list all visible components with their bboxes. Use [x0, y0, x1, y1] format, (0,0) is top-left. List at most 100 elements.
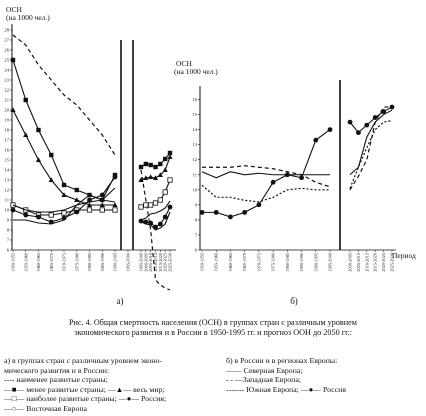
series-less-history-line [12, 59, 116, 201]
series-most-point [99, 207, 105, 213]
series-less-point [153, 164, 158, 170]
series-less-point [143, 161, 149, 167]
x-tick-label: 2020-2025 [163, 253, 168, 272]
legend-b-line-2: —— Северная Европа; [226, 365, 303, 375]
x-tick-label: 1985-1990 [299, 253, 304, 272]
x-tick-label: 1980-1985 [87, 253, 92, 272]
x-tick-label: 1955-1960 [214, 253, 219, 272]
series-world-point [152, 175, 159, 180]
x-tick-label: 1975-1980 [271, 253, 276, 272]
series-russia-point [23, 212, 29, 218]
y-tick-label: 14 [192, 127, 197, 132]
series-most-point [167, 177, 173, 183]
x-tick-label: 1955-1960 [23, 253, 28, 272]
x-tick-label: 1985-1990 [100, 253, 105, 272]
series-russia [199, 104, 395, 220]
series-most-point [86, 207, 93, 213]
panel-b-x-ticks: 1950-1955 1955-1960 1960-1965 1965-1970 1970… [200, 250, 395, 272]
legend-a-line-2: мического развития и в России: [4, 365, 110, 375]
legend-a-line-3: ---- наименее развитые страны; [4, 375, 108, 385]
y-tick-label: 19 [4, 118, 9, 123]
panel-b-ylabel-line1: ОСН [176, 59, 193, 68]
panel-b-series [199, 104, 395, 220]
series-east [12, 187, 171, 221]
y-tick-label: 17 [4, 138, 9, 143]
series-world-history-line [12, 109, 115, 206]
series-misc-forecast-line [140, 211, 171, 231]
y-tick-label: 6 [7, 248, 10, 253]
y-tick-label: 23 [4, 78, 9, 83]
y-tick-label: 13 [192, 142, 197, 147]
series-russia-point [389, 104, 395, 110]
series-less-point [158, 161, 163, 167]
series-world-point [112, 202, 118, 207]
legend-a-line-6: —○— Восточная Европа [4, 403, 87, 413]
x-tick-label: 1950-1955 [11, 253, 16, 272]
series-south [201, 119, 393, 203]
y-tick-label: 12 [192, 157, 197, 162]
y-tick-label: 12 [4, 188, 9, 193]
series-russia-point [199, 209, 205, 215]
panel-b-y-ticks: 6 7 8 9 10 11 12 13 14 15 16 [192, 97, 200, 253]
series-world-point [138, 177, 144, 182]
y-tick-label: 8 [7, 228, 10, 233]
series-less-point [23, 97, 28, 103]
panel-a-series [10, 34, 173, 291]
x-tick-label: 2005-2010 [356, 253, 361, 272]
series-most-point [157, 197, 163, 203]
y-tick-label: 7 [7, 238, 10, 243]
x-tick-label: 2015-2020 [373, 253, 378, 272]
y-tick-label: 18 [4, 128, 9, 133]
series-most-point [48, 212, 54, 218]
chart-panel-b: ОСН (на 1000 чел.) 6 7 8 9 10 11 12 13 14 15 16 19… [174, 59, 416, 306]
x-tick-label: 1975-1980 [74, 253, 79, 272]
series-russia-point [372, 115, 378, 120]
y-tick-label: 25 [4, 58, 9, 63]
series-less [10, 57, 173, 203]
panel-b-xaxis-label: Период [392, 251, 416, 260]
series-world-point [35, 157, 42, 162]
series-less-point [36, 127, 41, 133]
series-russia-point [112, 174, 118, 180]
series-world-point [162, 167, 168, 172]
series-north-forecast-line [349, 109, 393, 176]
legend-a-line-4: —■— менее развитые страны; —▲— весь мир; [4, 384, 165, 394]
x-tick-label: 2000-2005 [348, 253, 353, 272]
series-russia-point [242, 209, 248, 215]
x-tick-label: 1950-1955 [200, 253, 205, 272]
series-most-point [148, 202, 154, 208]
x-tick-label: 1995-2000 [328, 253, 333, 272]
series-russia-point [284, 172, 290, 178]
y-tick-label: 9 [195, 202, 198, 207]
chart-panel-a: ОСН (на 1000 чел.) 6 7 8 9 10 11 12 13 14 15 16 17 1… [4, 5, 176, 306]
series-less-point [162, 156, 168, 162]
panel-a-label: а) [117, 296, 124, 306]
series-most-point [61, 210, 67, 216]
series-russia-point [99, 192, 105, 198]
y-tick-label: 22 [4, 88, 9, 93]
y-tick-label: 7 [195, 232, 198, 237]
x-tick-label: 1990-1995 [313, 253, 318, 272]
legend-a-line-5: —□— наиболее развитые страны; —●— Россия… [4, 394, 167, 404]
series-less-point [10, 57, 16, 63]
series-misc-history-line [13, 194, 116, 225]
series-russia-point [381, 109, 386, 114]
series-world-point [61, 192, 67, 197]
y-tick-label: 16 [192, 97, 197, 102]
y-tick-label: 13 [4, 178, 9, 183]
series-world-point [10, 107, 16, 112]
series-russia-point [74, 209, 80, 215]
series-world-point [74, 197, 80, 202]
x-tick-label: 1970-1975 [62, 253, 67, 272]
x-tick-label: 1970-1975 [256, 253, 261, 272]
y-tick-label: 20 [4, 108, 9, 113]
panel-b-ylabel-line2: (на 1000 чел.) [174, 67, 218, 76]
x-tick-label: 2025-2030 [168, 253, 173, 272]
series-russia-history-line [202, 129, 331, 218]
y-tick-label: 15 [192, 112, 197, 117]
caption-line-1: Рис. 4. Общая смертность населения (ОСН)… [69, 318, 357, 327]
series-world-point [148, 174, 154, 179]
series-west-history-line [202, 165, 331, 188]
series-less-point [49, 152, 54, 158]
